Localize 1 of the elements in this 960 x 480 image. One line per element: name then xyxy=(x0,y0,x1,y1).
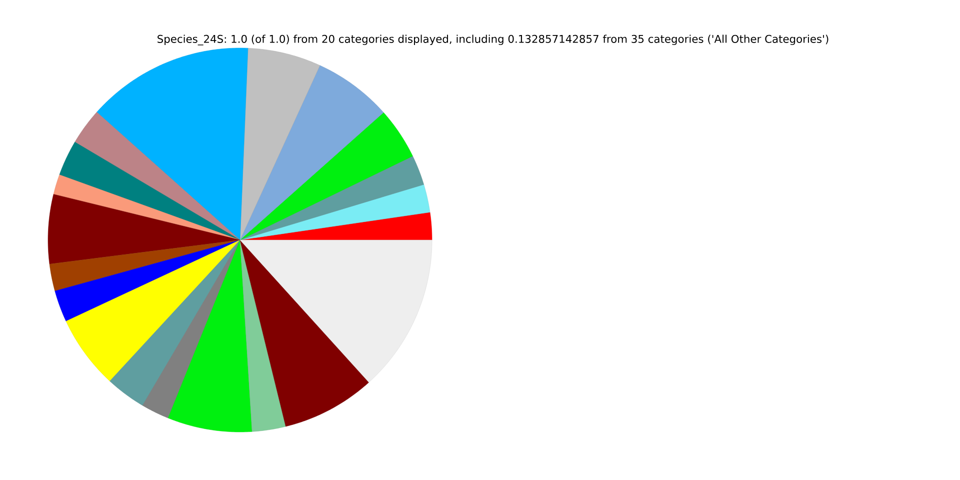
text: Species_24S: 1.0 (of 1.0) from 20 categories displayed, including 0.132857142857 from 35 categories ('All Other Categories') xyxy=(158,34,828,46)
